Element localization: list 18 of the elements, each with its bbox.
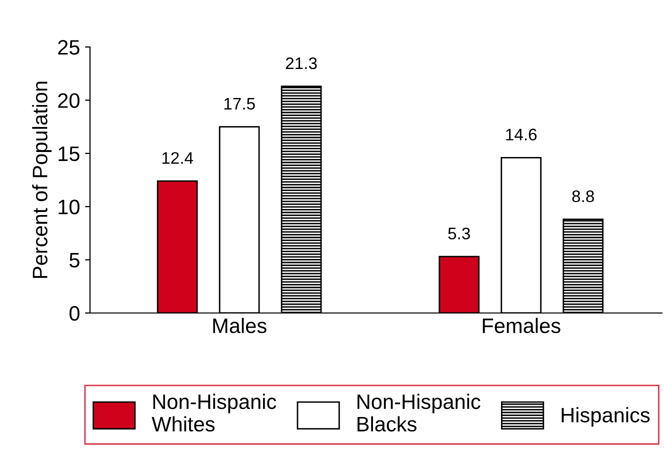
y-tick-label: 0 (70, 306, 80, 321)
data-label: 5.3 (448, 228, 470, 240)
legend-label: Non-Hispanic Blacks (358, 394, 480, 432)
x-tick-label: Females (482, 318, 560, 334)
y-tick-label: 25 (58, 40, 80, 55)
y-tick-label: 15 (58, 146, 80, 162)
y-tick-label: 10 (58, 200, 80, 214)
legend-label: Hispanics (562, 407, 650, 427)
x-tick-label: Males (213, 318, 266, 334)
y-tick-label: 5 (70, 253, 80, 268)
data-label: 14.6 (506, 128, 537, 140)
y-axis-title: Percent of Population (32, 82, 52, 278)
legend-label: Non-Hispanic Whites (152, 394, 276, 432)
data-label: 8.8 (572, 190, 594, 202)
data-label: 21.3 (286, 57, 317, 70)
data-label: 12.4 (162, 152, 194, 164)
y-tick-label: 20 (58, 93, 80, 108)
data-label: 17.5 (224, 98, 255, 110)
